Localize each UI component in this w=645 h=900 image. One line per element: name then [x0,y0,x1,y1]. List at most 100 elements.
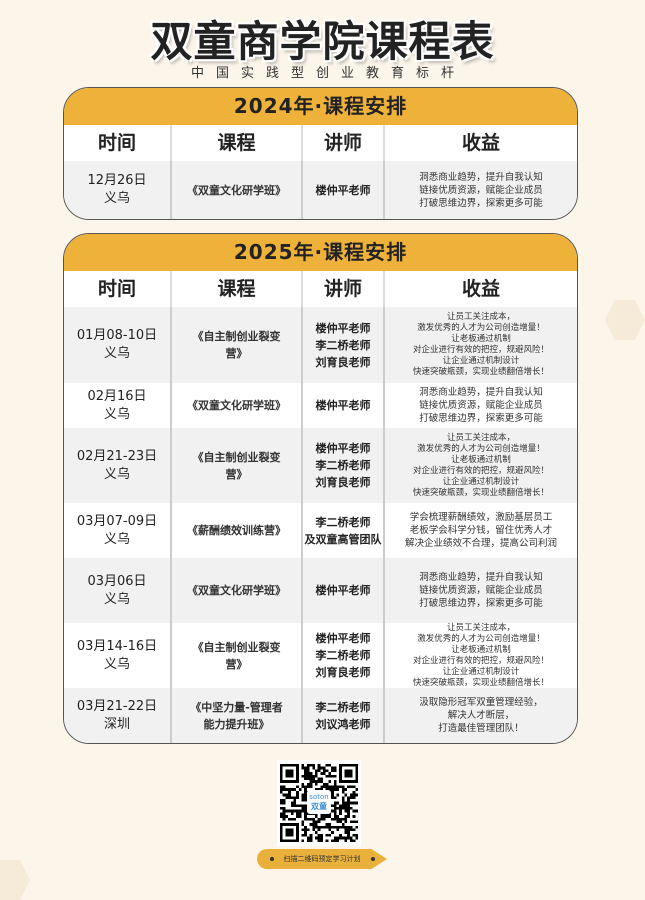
benefit-line: 激发优秀的人才为公司创造增量！ [417,323,545,333]
date-cell: 12月26日 义乌 [64,161,172,219]
column-header-label: 时间 [89,132,145,156]
soton-logo: soton 双童 [307,790,331,814]
qr-caption: 扫描二维码预定学习计划 [283,855,361,863]
page-subtitle: 中国实践型创业教育标杆 [190,66,466,81]
table-row: 02月21-23日 义乌 《自主制创业裂变营》 楼仲平老师 李二桥老师 刘育良老师 让员工关… [64,428,577,503]
teacher-name: 李二桥老师 [315,515,371,529]
course-date: 03月07-09日 [76,513,158,529]
benefit-line: 快速突破瓶颈，实现业绩翻倍增长！ [412,677,549,688]
course-location: 义乌 [103,466,130,482]
benefit-cell: 让员工关注成本， 激发优秀的人才为公司创造增量！ 让老板通过机制 对企业进行有效的把控… [385,428,577,503]
course-cell: 《自主制创业裂变营》 [172,428,303,503]
benefit-line: 链接优质资源，赋能企业成员 [419,585,543,596]
benefit-line: 让老板通过机制 [451,644,511,655]
page-title: 双童商学院课程表 [150,17,495,66]
column-header-text: 时间 [97,278,136,300]
column-header-text: 讲师 [323,132,362,154]
column-header-text: 课程 [217,132,256,154]
table-row: 03月07-09日 义乌 《薪酬绩效训练营》 李二桥老师 及双童高管团队 学会梳理薪酬绩效… [64,503,577,558]
teacher-cell: 李二桥老师 及双童高管团队 [303,503,385,558]
decor-hexagon [605,300,645,340]
teacher-cell: 李二桥老师 刘议鸿老师 [303,688,385,743]
course-name: 《自主制创业裂变营》 [192,640,281,671]
date-cell: 02月16日 义乌 [64,383,172,428]
schedule-2024-card: 2024年·课程安排 时间 课程 讲师 收益 12月26日 义乌 《双童文化研学班》 楼仲平老… [63,87,578,220]
teacher-name: 李二桥老师 [315,338,371,352]
benefit-line: 让企业通过机制设计 [442,666,520,677]
benefit-line: 打破思维边界，探索更多可能 [419,413,543,424]
benefit-line: 让老板通过机制 [451,454,511,465]
course-cell: 《双童文化研学班》 [172,558,303,623]
table-row: 12月26日 义乌 《双童文化研学班》 楼仲平老师 洞悉商业趋势，提升自我认知 链接优质资… [64,161,577,219]
teacher-name: 楼仲平老师 [315,632,371,645]
course-location: 义乌 [103,591,130,607]
teacher-name: 刘育良老师 [315,476,371,489]
benefit-cell: 学会梳理薪酬绩效，激励基层员工 老板学会科学分钱，留住优秀人才 解决企业绩效不合理，… [385,503,577,558]
benefit-line: 洞悉商业趋势，提升自我认知 [419,171,543,183]
course-cell: 《中坚力量-管理者能力提升班》 [172,688,303,743]
teacher-cell: 楼仲平老师 [303,161,385,219]
date-cell: 03月06日 义乌 [64,558,172,623]
benefit-line: 快速突破瓶颈，实现业绩翻倍增长！ [412,367,549,377]
column-header-row: 时间 课程 讲师 收益 [64,125,577,161]
column-header-cell: 时间 [64,125,172,161]
benefit-line: 让员工关注成本， [446,312,515,322]
course-name: 《双童文化研学班》 [187,399,286,412]
column-header-text: 课程 [217,278,256,300]
course-location: 义乌 [103,656,130,672]
teacher-cell: 楼仲平老师 李二桥老师 刘育良老师 [303,623,385,688]
column-header-cell: 讲师 [303,271,385,307]
course-name: 《双童文化研学班》 [187,183,286,197]
benefit-line: 让员工关注成本， [446,622,515,633]
column-header-cell: 课程 [172,125,303,161]
column-header-label: 课程 [209,278,264,302]
benefit-line: 快速突破瓶颈，实现业绩翻倍增长！ [412,487,549,498]
course-cell: 《双童文化研学班》 [172,383,303,428]
benefit-line: 激发优秀的人才为公司创造增量！ [417,633,545,644]
teacher-name: 刘议鸿老师 [315,717,371,731]
table-row: 03月06日 义乌 《双童文化研学班》 楼仲平老师 洞悉商业趋势，提升自我认知 链接优质资… [64,558,577,623]
course-date: 01月08-10日 [76,328,158,343]
benefit-line: 让员工关注成本， [446,432,515,443]
benefit-line: 打破思维边界，探索更多可能 [419,598,543,609]
column-header-text: 讲师 [323,278,362,300]
course-name: 《自主制创业裂变营》 [192,450,281,481]
date-cell: 01月08-10日 义乌 [64,307,172,383]
table-row: 01月08-10日 义乌 《自主制创业裂变营》 楼仲平老师 李二桥老师 刘育良老师 让员工关… [64,307,577,383]
column-header-cell: 收益 [385,271,577,307]
course-date: 03月14-16日 [76,638,158,654]
column-header-cell: 课程 [172,271,303,307]
table-row: 02月16日 义乌 《双童文化研学班》 楼仲平老师 洞悉商业趋势，提升自我认知 链接优质资… [64,383,577,428]
table-row: 03月14-16日 义乌 《自主制创业裂变营》 楼仲平老师 李二桥老师 刘育良老师 让员工关… [64,623,577,688]
benefit-line: 对企业进行有效的把控，规避风险！ [412,465,549,476]
course-name: 《薪酬绩效训练营》 [187,524,286,537]
logo-text: soton [309,793,329,801]
benefit-line: 汲取隐形冠军双童管理经验， [419,697,543,708]
benefit-line: 让老板通过机制 [451,334,511,344]
course-date: 02月16日 [87,388,147,404]
benefit-line: 对企业进行有效的把控，规避风险！ [412,655,549,666]
benefit-cell: 洞悉商业趋势，提升自我认知 链接优质资源，赋能企业成员 打破思维边界，探索更多可能 [385,383,577,428]
course-location: 义乌 [103,346,130,361]
benefit-line: 让企业通过机制设计 [442,356,520,366]
logo-text: 双童 [311,802,327,811]
date-cell: 03月14-16日 义乌 [64,623,172,688]
teacher-name: 楼仲平老师 [315,399,371,412]
benefit-line: 对企业进行有效的把控，规避风险！ [412,345,549,355]
benefit-line: 老板学会科学分钱，留住优秀人才 [409,525,553,536]
table-row: 03月21-22日 深圳 《中坚力量-管理者能力提升班》 李二桥老师 刘议鸿老师 汲取隐形… [64,688,577,743]
course-name: 《双童文化研学班》 [187,584,286,597]
course-location: 义乌 [103,531,130,547]
schedule-2025-card: 2025年·课程安排 时间 课程 讲师 收益 01月08-10日 义乌 《自主制创业裂变营》… [63,233,578,744]
benefit-line: 学会梳理薪酬绩效，激励基层员工 [409,512,553,523]
column-header-label: 收益 [453,132,509,156]
course-cell: 《自主制创业裂变营》 [172,307,303,383]
benefit-cell: 汲取隐形冠军双童管理经验， 解决人才断层， 打造最佳管理团队！ [385,688,577,743]
column-header-label: 讲师 [315,278,371,302]
qr-code[interactable]: soton 双童 [277,760,361,846]
decor-hexagon [0,860,30,900]
course-date: 03月06日 [87,573,147,589]
teacher-name: 楼仲平老师 [315,442,371,455]
teacher-name: 楼仲平老师 [315,584,371,597]
benefit-line: 洞悉商业趋势，提升自我认知 [419,572,543,583]
